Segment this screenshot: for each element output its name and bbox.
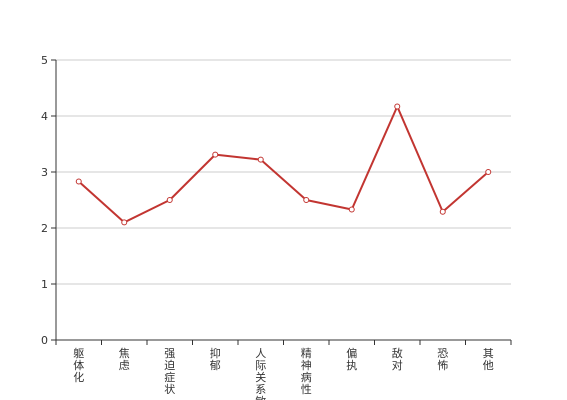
data-point-4[interactable]: [257, 156, 264, 163]
data-point-3[interactable]: [212, 151, 219, 158]
data-point-5[interactable]: [303, 197, 310, 203]
y-tick-label: 4: [41, 110, 48, 123]
x-tick-label: 敌对: [392, 346, 403, 372]
data-point-7[interactable]: [394, 103, 401, 110]
y-tick-label: 5: [41, 54, 48, 67]
x-tick-label: 抑郁: [210, 346, 221, 372]
x-tick-label: 其他: [483, 347, 494, 372]
data-point-2[interactable]: [166, 197, 173, 203]
x-tick-label: 强迫症状: [164, 347, 175, 396]
y-tick-label: 0: [41, 334, 48, 347]
series-line: [78, 105, 489, 224]
y-tick-label: 1: [41, 278, 48, 291]
data-point-6[interactable]: [348, 206, 355, 213]
series: [75, 103, 492, 226]
data-point-8[interactable]: [439, 208, 446, 215]
grid-lines: [56, 59, 511, 285]
y-tick-labels: 0 1 2 3 4 5: [41, 54, 48, 347]
x-tick-label: 恐怖: [437, 347, 448, 372]
axes: [51, 59, 512, 345]
x-tick-label: 躯体化: [73, 347, 84, 384]
x-tick-label: 人际关系敏感: [255, 347, 266, 400]
y-tick-label: 3: [41, 166, 48, 179]
x-tick-label: 偏执: [346, 346, 357, 372]
x-tick-label: 焦虑: [119, 347, 130, 372]
data-point-0[interactable]: [75, 178, 82, 185]
data-point-1[interactable]: [121, 219, 128, 226]
y-tick-label: 2: [41, 222, 48, 235]
x-tick-label: 精神病性: [301, 347, 312, 396]
x-tick-labels: 躯体化 焦虑 强迫症状 抑郁 人际关系敏感 精神病性 偏执 敌对 恐怖 其他: [73, 346, 494, 400]
data-point-9[interactable]: [485, 169, 492, 175]
